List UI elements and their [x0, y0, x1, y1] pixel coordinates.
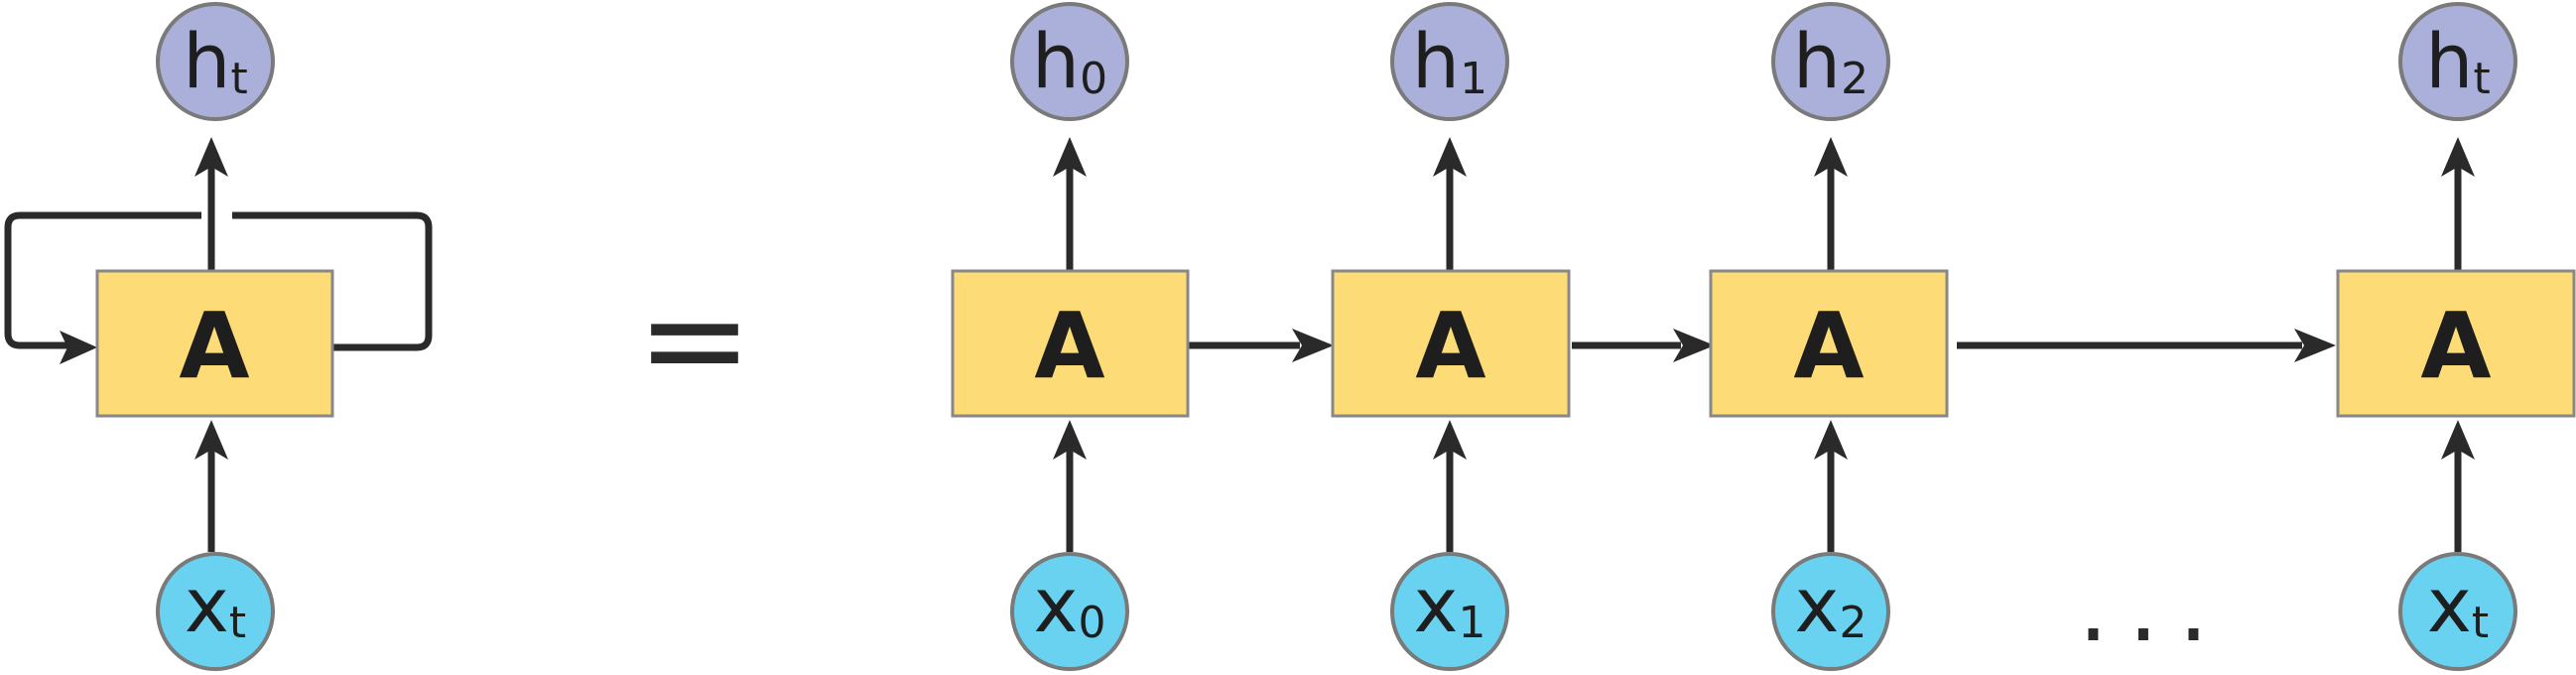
step-2-output-label: h2	[1793, 17, 1868, 105]
step-2-input-arrowhead	[1814, 420, 1848, 460]
ellipsis: ...	[2078, 552, 2229, 663]
step-0-output-label: h0	[1032, 17, 1107, 105]
step-0-input-label: x0	[1034, 561, 1106, 649]
step-t-cell-label: A	[2420, 293, 2491, 399]
step-1-input-label: x1	[1414, 561, 1486, 649]
step-t-output-node	[2398, 2, 2517, 121]
folded-input-label: xt	[185, 561, 246, 649]
step-t-cell-box	[2336, 269, 2576, 418]
step-2-cell-box	[1709, 269, 1949, 418]
recurrent-loop-right	[232, 211, 433, 351]
unrolled-rnn: A h0 x0 A h1 x1	[951, 2, 2576, 671]
step-0-output-arrowhead	[1053, 137, 1087, 177]
step-t-output-label: ht	[2425, 17, 2490, 105]
step-0: A h0 x0	[951, 2, 1190, 671]
step-1-output-label: h1	[1412, 17, 1487, 105]
recurrent-loop-left	[4, 211, 201, 349]
step-2-output-arrowhead	[1814, 137, 1848, 177]
folded-rnn: A ht xt	[4, 2, 433, 671]
connection-2-t-arrowhead	[2294, 329, 2336, 362]
step-1-cell-label: A	[1415, 293, 1485, 399]
folded-output-node	[156, 2, 275, 121]
step-0-output-node	[1010, 2, 1129, 121]
step-1-input-node	[1390, 552, 1509, 671]
connection-1-2-arrowhead	[1673, 329, 1715, 362]
output-arrowhead	[194, 137, 228, 177]
step-0-cell-label: A	[1034, 293, 1104, 399]
step-2-input-label: x2	[1795, 561, 1868, 649]
step-0-input-node	[1010, 552, 1129, 671]
step-1-output-arrowhead	[1433, 137, 1467, 177]
step-1: A h1 x1	[1331, 2, 1571, 671]
folded-input-node	[156, 552, 275, 671]
recurrent-loop-arrowhead	[60, 331, 97, 364]
step-2: A h2 x2	[1709, 2, 1949, 671]
step-2-cell-label: A	[1793, 293, 1864, 399]
folded-output-label: ht	[183, 17, 247, 105]
step-1-output-node	[1390, 2, 1509, 121]
step-2-output-node	[1771, 2, 1890, 121]
connection-0-1-arrowhead	[1292, 329, 1334, 362]
step-0-cell-box	[951, 269, 1190, 418]
folded-cell-label: A	[179, 293, 249, 399]
folded-cell-box	[95, 269, 334, 418]
step-t-output-arrowhead	[2441, 137, 2475, 177]
step-t-input-node	[2398, 552, 2517, 671]
step-1-cell-box	[1331, 269, 1571, 418]
step-1-input-arrowhead	[1433, 420, 1467, 460]
step-t-input-label: xt	[2427, 561, 2489, 649]
step-0-input-arrowhead	[1053, 420, 1087, 460]
step-t: A ht xt	[2336, 2, 2576, 671]
step-2-input-node	[1771, 552, 1890, 671]
input-arrowhead	[194, 420, 228, 460]
step-t-input-arrowhead	[2441, 420, 2475, 460]
equals-sign: =	[636, 259, 752, 421]
